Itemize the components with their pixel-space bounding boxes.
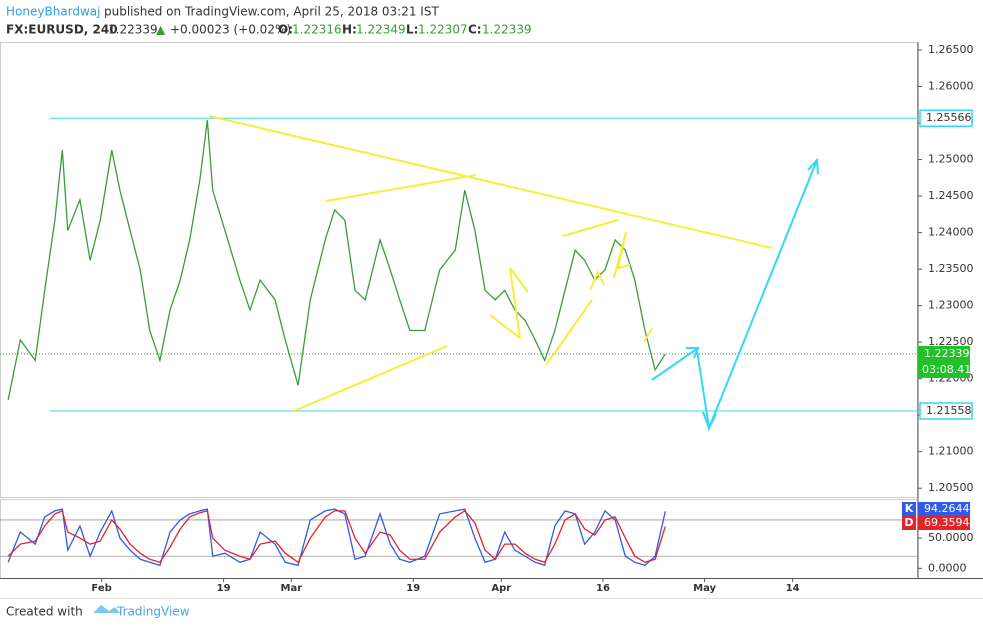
y-tick-label: 1.22500 — [928, 335, 974, 348]
x-tick-label: Feb — [91, 583, 111, 594]
drawings — [208, 115, 819, 432]
main-pane — [0, 42, 918, 498]
legend-name: K — [905, 502, 914, 515]
arrow-head — [702, 411, 717, 431]
y-tick-label: 1.26000 — [928, 80, 974, 93]
trend-line — [208, 115, 773, 249]
countdown: 03:08.41 — [922, 363, 971, 376]
level-tag — [919, 109, 973, 127]
tradingview-logo — [93, 605, 120, 613]
pattern-line — [613, 231, 631, 279]
change: +0.00023 (+0.02%) — [170, 23, 291, 37]
brand[interactable]: TradingView — [116, 605, 190, 619]
level-label: 1.25566 — [926, 111, 972, 124]
high: 1.22349 — [356, 23, 406, 37]
series-tag — [902, 516, 916, 530]
open: 1.22316 — [292, 23, 342, 37]
pattern-line — [489, 267, 529, 341]
level-tag — [919, 402, 973, 420]
y-tick-label: 0.0000 — [928, 561, 967, 574]
value-tag — [918, 516, 970, 530]
last-price: 1.22339 — [108, 23, 158, 37]
y-tick-label: 1.21000 — [928, 445, 974, 458]
y-tick-label: 1.20500 — [928, 481, 974, 494]
x-tick-label: 19 — [217, 583, 231, 594]
series-line — [7, 508, 666, 567]
close-label: C: — [468, 23, 482, 37]
arrow-head — [686, 347, 700, 359]
current-label: 1.22339 — [924, 347, 970, 360]
level-label: 1.21558 — [926, 404, 972, 417]
pattern-line — [643, 327, 653, 343]
x-tick-label: 19 — [406, 583, 420, 594]
arrow-head — [807, 157, 819, 175]
value-tag — [918, 502, 970, 516]
y-tick-label: 1.23500 — [928, 262, 974, 275]
series-line — [7, 120, 666, 400]
created-with: Created with — [6, 605, 83, 619]
x-tick-label: Apr — [491, 583, 511, 594]
y-tick-label: 1.24500 — [928, 189, 974, 202]
change-arrow: ▲ — [156, 23, 166, 37]
open-label: O: — [278, 23, 293, 37]
published: published on TradingView.com, April 25, … — [104, 5, 439, 19]
x-tick-label: 16 — [596, 583, 610, 594]
projection-arrow — [651, 347, 699, 381]
pattern-line — [589, 269, 605, 291]
low-label: L: — [406, 23, 418, 37]
projection-arrow — [696, 159, 818, 432]
legend-name: D — [904, 516, 913, 529]
series-line — [7, 510, 666, 564]
y-tick-label: 1.26500 — [928, 43, 974, 56]
stoch-pane — [0, 499, 918, 579]
symbol: FX:EURUSD, 240 — [6, 23, 118, 37]
high-label: H: — [342, 23, 357, 37]
x-tick-label: Mar — [281, 583, 303, 594]
current-tag — [918, 345, 970, 378]
y-tick-label: 1.23000 — [928, 299, 974, 312]
x-tick-label: May — [693, 583, 716, 594]
trend-line — [562, 219, 619, 237]
series-tag — [902, 502, 916, 516]
value-label: 69.3594 — [924, 516, 970, 529]
trend-line — [545, 299, 593, 366]
value-label: 94.2644 — [924, 502, 970, 515]
x-tick-label: 14 — [786, 583, 800, 594]
y-tick-label: 1.25000 — [928, 153, 974, 166]
close: 1.22339 — [482, 23, 532, 37]
y-tick-label: 50.0000 — [928, 531, 974, 544]
trend-line — [325, 174, 477, 202]
trend-line — [293, 345, 448, 412]
low: 1.22307 — [418, 23, 468, 37]
author[interactable]: HoneyBhardwaj — [6, 5, 101, 19]
y-tick-label: 1.24000 — [928, 226, 974, 239]
